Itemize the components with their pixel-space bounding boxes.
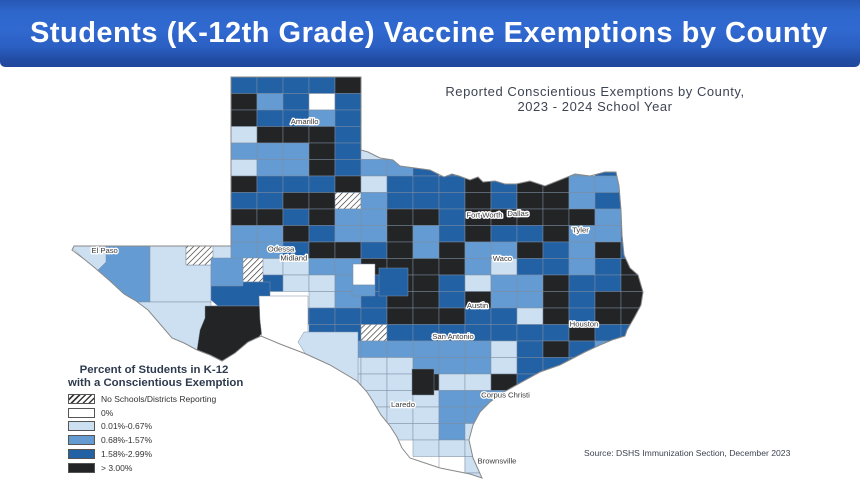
svg-text:Corpus Christi: Corpus Christi <box>481 391 530 400</box>
svg-text:Midland: Midland <box>280 254 307 263</box>
svg-text:Austin: Austin <box>467 301 488 310</box>
svg-text:Amarillo: Amarillo <box>291 117 319 126</box>
svg-text:Waco: Waco <box>493 254 512 263</box>
svg-text:Tyler: Tyler <box>572 225 589 234</box>
svg-text:Fort Worth: Fort Worth <box>466 211 502 220</box>
svg-text:El Paso: El Paso <box>91 246 118 255</box>
svg-text:San Antonio: San Antonio <box>432 332 473 341</box>
svg-text:Dallas: Dallas <box>507 209 529 218</box>
svg-text:Laredo: Laredo <box>391 400 415 409</box>
svg-text:Odessa: Odessa <box>268 244 295 253</box>
svg-text:Brownsville: Brownsville <box>478 457 517 466</box>
svg-text:Houston: Houston <box>570 320 599 329</box>
